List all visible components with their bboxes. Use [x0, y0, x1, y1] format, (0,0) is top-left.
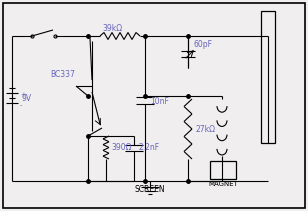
Text: 60pF: 60pF [193, 39, 212, 49]
Text: 390Ω: 390Ω [111, 143, 132, 153]
Text: -: - [20, 102, 22, 108]
Text: 39kΩ: 39kΩ [102, 23, 122, 32]
Text: 27kΩ: 27kΩ [195, 124, 215, 134]
Text: SCREEN: SCREEN [135, 185, 165, 194]
Bar [261, 11, 275, 143]
Text: +: + [20, 92, 26, 98]
Text: MAGNET: MAGNET [208, 181, 238, 187]
Text: 9V: 9V [21, 93, 31, 103]
Text: 2.2nF: 2.2nF [138, 143, 159, 153]
Bar [210, 161, 236, 179]
Text: BC337: BC337 [50, 69, 75, 78]
Text: 10nF: 10nF [150, 96, 169, 106]
